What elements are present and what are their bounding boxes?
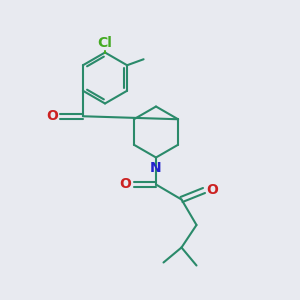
Text: O: O (206, 184, 218, 197)
Text: N: N (150, 161, 162, 175)
Text: O: O (119, 178, 131, 191)
Text: O: O (46, 109, 58, 123)
Text: Cl: Cl (98, 36, 112, 50)
